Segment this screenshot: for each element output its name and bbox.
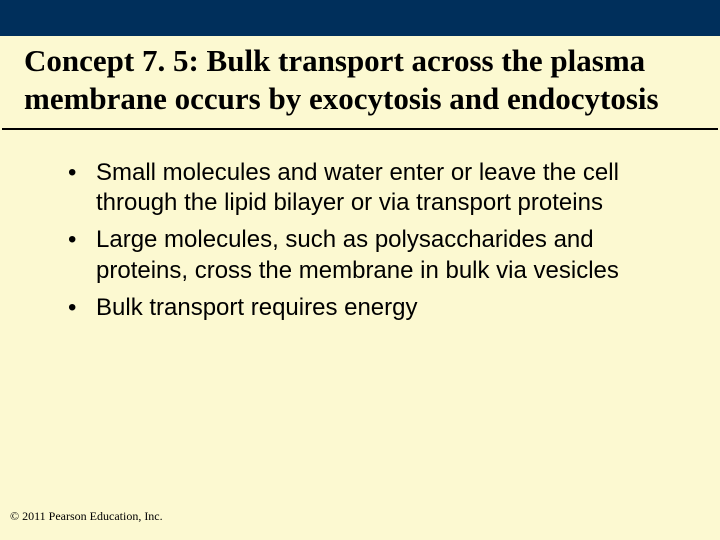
bullet-item: Small molecules and water enter or leave…	[68, 158, 670, 219]
copyright-text: © 2011 Pearson Education, Inc.	[10, 509, 163, 524]
slide-content: Small molecules and water enter or leave…	[0, 130, 720, 324]
bullet-list: Small molecules and water enter or leave…	[68, 158, 670, 324]
bullet-item: Large molecules, such as polysaccharides…	[68, 225, 670, 286]
slide: Concept 7. 5: Bulk transport across the …	[0, 0, 720, 540]
slide-title: Concept 7. 5: Bulk transport across the …	[2, 36, 718, 130]
header-bar	[0, 0, 720, 36]
bullet-item: Bulk transport requires energy	[68, 293, 670, 324]
